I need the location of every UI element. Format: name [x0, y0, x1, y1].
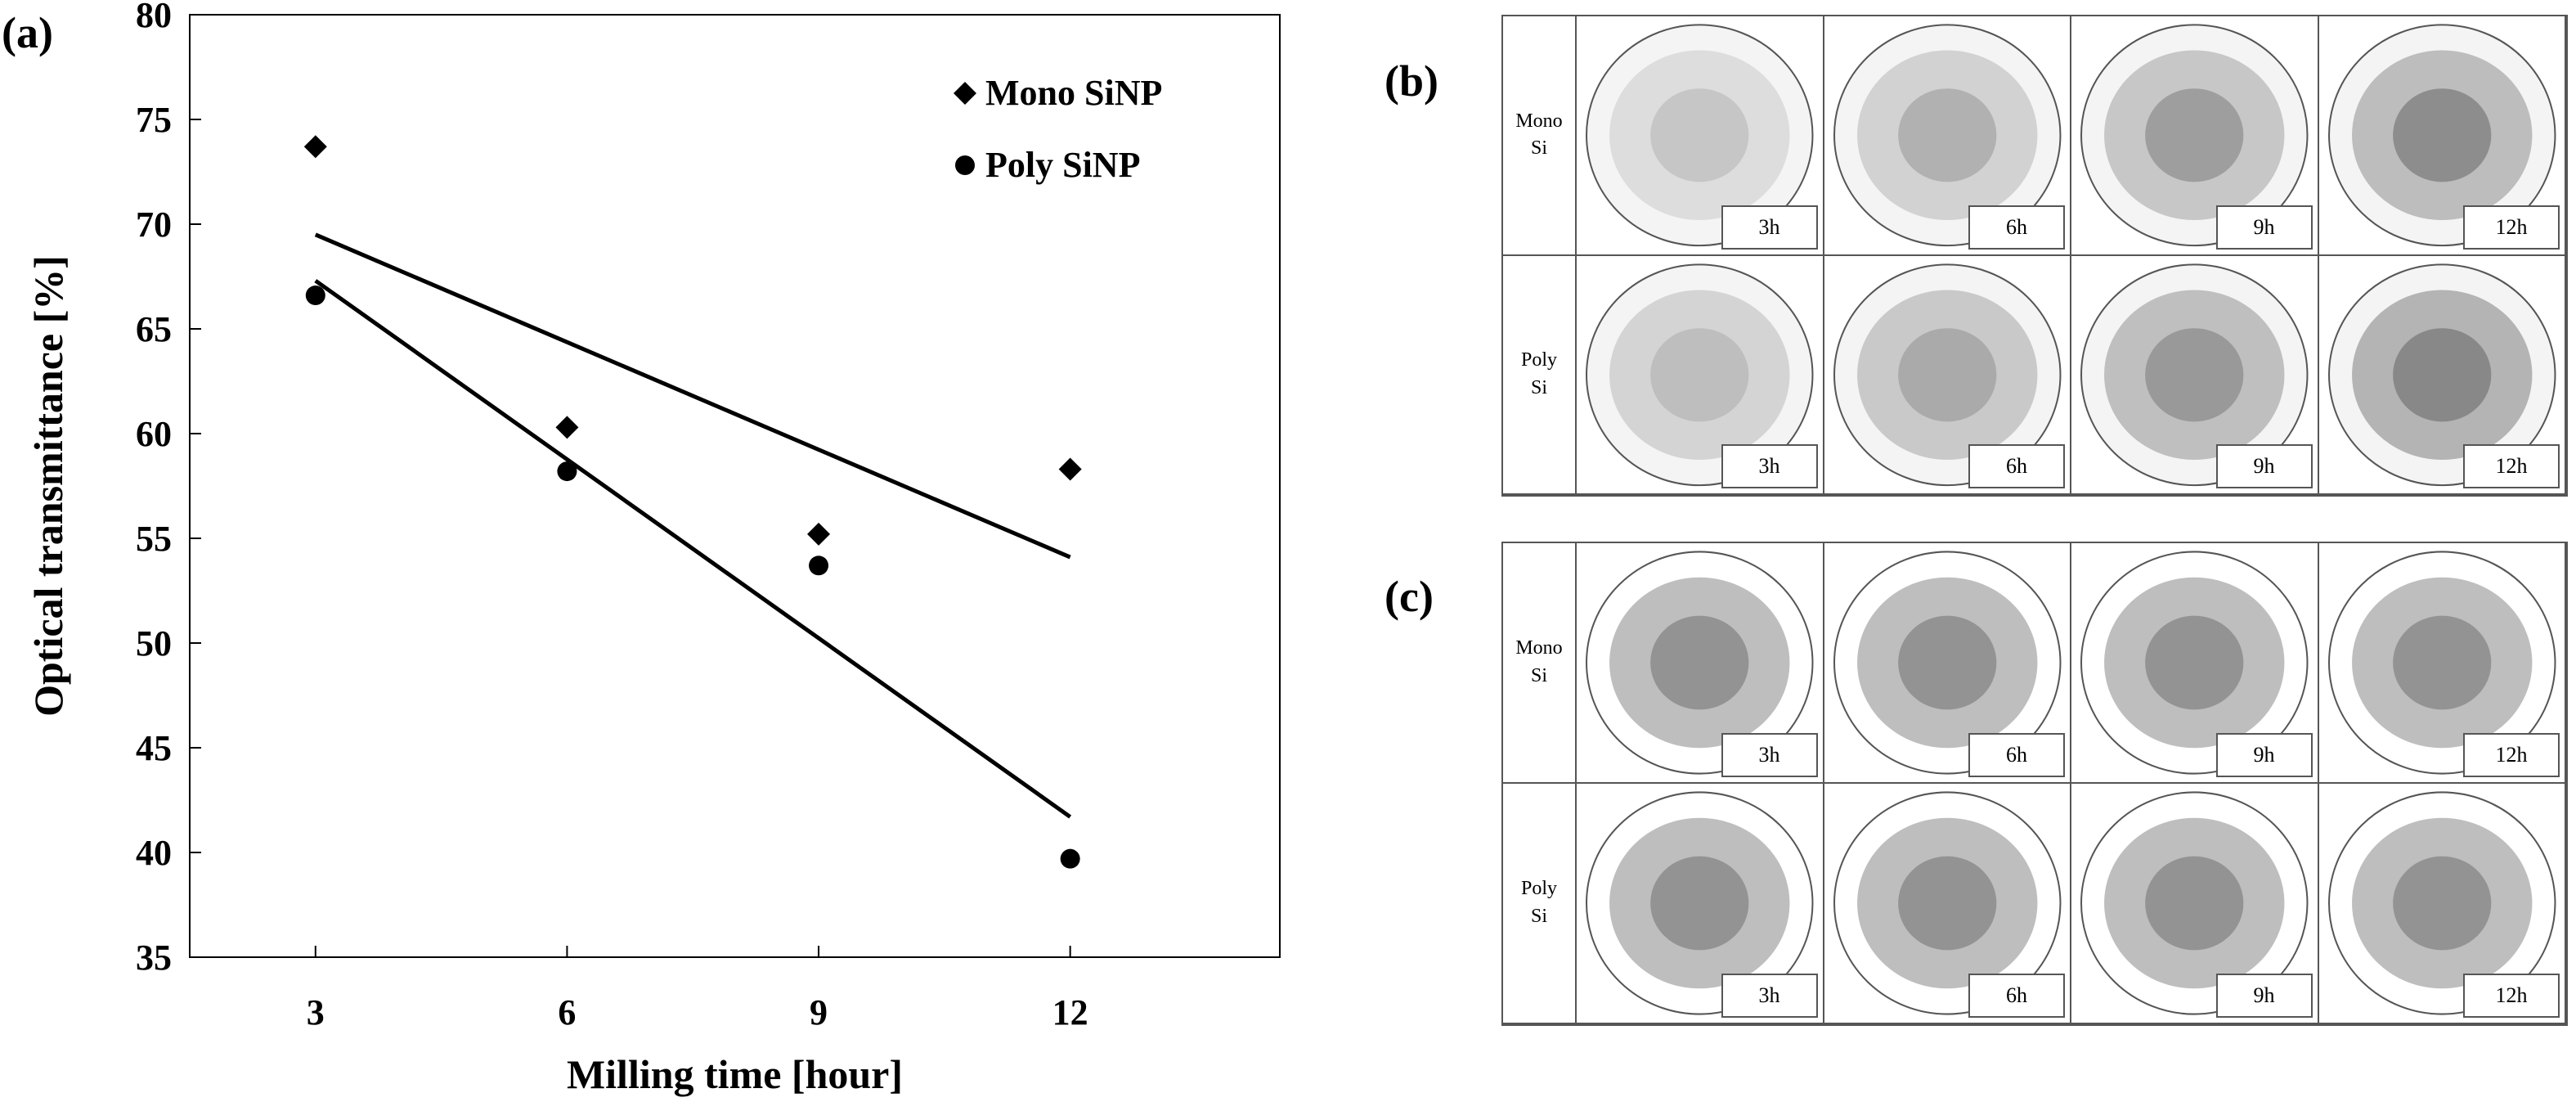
micrograph-disc	[1586, 791, 1814, 1015]
micrograph-b-poly-6h: 6h	[1824, 255, 2071, 495]
legend-marker-circle	[955, 155, 975, 175]
micrograph-disc	[1833, 791, 2061, 1015]
y-tick-label: 45	[136, 728, 172, 768]
y-tick-label: 80	[136, 0, 172, 35]
data-point-circle	[1060, 848, 1080, 869]
binarized-image-grid-c: Mono Si 3h 6h 9h 12h Poly Si 3h 6h 9h 12h	[1501, 542, 2568, 1026]
data-point-diamond	[303, 135, 327, 159]
time-label: 12h	[2463, 733, 2560, 777]
micrograph-disc	[2327, 791, 2556, 1015]
micrograph-b-poly-3h: 3h	[1577, 255, 1824, 495]
data-point-diamond	[807, 522, 831, 546]
micrograph-c-poly-9h: 9h	[2071, 784, 2319, 1024]
time-label: 9h	[2215, 974, 2313, 1018]
time-label: 6h	[1968, 733, 2065, 777]
time-label: 9h	[2215, 733, 2313, 777]
y-tick-label: 35	[136, 938, 172, 978]
row-label-mono-si: Mono Si	[1503, 16, 1577, 256]
micrograph-b-poly-12h: 12h	[2318, 255, 2566, 495]
micrograph-disc	[1833, 24, 2061, 247]
plot-frame	[189, 14, 1281, 958]
micrograph-disc	[2327, 551, 2556, 775]
data-point-circle	[305, 286, 325, 306]
time-label: 12h	[2463, 205, 2560, 250]
y-tick-label: 55	[136, 519, 172, 559]
trendline-diamond	[314, 232, 1071, 560]
micrograph-c-mono-3h: 3h	[1577, 543, 1824, 784]
legend-label-circle: Poly SiNP	[985, 145, 1140, 185]
legend-label-diamond: Mono SiNP	[985, 73, 1162, 113]
legend-marker-diamond	[954, 82, 976, 105]
x-axis-title: Milling time [hour]	[567, 1051, 903, 1097]
micrograph-c-poly-6h: 6h	[1824, 784, 2071, 1024]
time-label: 12h	[2463, 974, 2560, 1018]
time-label: 3h	[1721, 733, 1818, 777]
data-point-circle	[557, 461, 577, 482]
data-point-diamond	[555, 416, 579, 439]
time-label: 6h	[1968, 444, 2065, 488]
x-tick-label: 3	[307, 992, 325, 1032]
y-tick-label: 65	[136, 309, 172, 349]
x-tick-label: 9	[810, 992, 828, 1032]
micrograph-b-mono-12h: 12h	[2318, 16, 2566, 256]
time-label: 12h	[2463, 444, 2560, 488]
micrograph-c-mono-6h: 6h	[1824, 543, 2071, 784]
micrograph-disc	[1586, 263, 1814, 486]
data-point-circle	[809, 555, 829, 576]
micrograph-b-mono-3h: 3h	[1577, 16, 1824, 256]
micrograph-disc	[1586, 551, 1814, 775]
micrograph-disc	[2080, 24, 2309, 247]
time-label: 3h	[1721, 444, 1818, 488]
y-tick-label: 75	[136, 100, 172, 140]
micrograph-c-poly-3h: 3h	[1577, 784, 1824, 1024]
time-label: 6h	[1968, 205, 2065, 250]
micrograph-disc	[2080, 551, 2309, 775]
micrograph-disc	[1833, 551, 2061, 775]
x-tick-label: 12	[1052, 992, 1088, 1032]
time-label: 3h	[1721, 205, 1818, 250]
micrograph-disc	[1586, 24, 1814, 247]
row-label-poly-si: Poly Si	[1503, 784, 1577, 1024]
panel-label-b: (b)	[1384, 56, 1438, 106]
time-label: 6h	[1968, 974, 2065, 1018]
micrograph-c-mono-12h: 12h	[2318, 543, 2566, 784]
trendline-circle	[314, 279, 1072, 819]
y-tick-label: 60	[136, 414, 172, 454]
micrograph-disc	[2327, 24, 2556, 247]
row-label-mono-si: Mono Si	[1503, 543, 1577, 784]
micrograph-disc	[1833, 263, 2061, 486]
sem-image-grid-b: Mono Si 3h 6h 9h 12h Poly Si 3h 6h 9h 12h	[1501, 15, 2568, 497]
micrograph-c-mono-9h: 9h	[2071, 543, 2319, 784]
micrograph-b-mono-9h: 9h	[2071, 16, 2319, 256]
panel-label-c: (c)	[1384, 572, 1434, 621]
y-tick-label: 70	[136, 205, 172, 245]
micrograph-c-poly-12h: 12h	[2318, 784, 2566, 1024]
time-label: 3h	[1721, 974, 1818, 1018]
micrograph-disc	[2327, 263, 2556, 486]
panel-label-a: (a)	[2, 8, 53, 57]
micrograph-disc	[2080, 791, 2309, 1015]
time-label: 9h	[2215, 205, 2313, 250]
y-axis-title: Optical transmittance [%]	[25, 255, 71, 717]
micrograph-b-poly-9h: 9h	[2071, 255, 2319, 495]
y-tick-label: 40	[136, 833, 172, 873]
data-point-diamond	[1058, 457, 1082, 481]
time-label: 9h	[2215, 444, 2313, 488]
micrograph-b-mono-6h: 6h	[1824, 16, 2071, 256]
row-label-poly-si: Poly Si	[1503, 255, 1577, 495]
x-tick-label: 6	[558, 992, 576, 1032]
y-tick-label: 50	[136, 623, 172, 663]
micrograph-disc	[2080, 263, 2309, 486]
